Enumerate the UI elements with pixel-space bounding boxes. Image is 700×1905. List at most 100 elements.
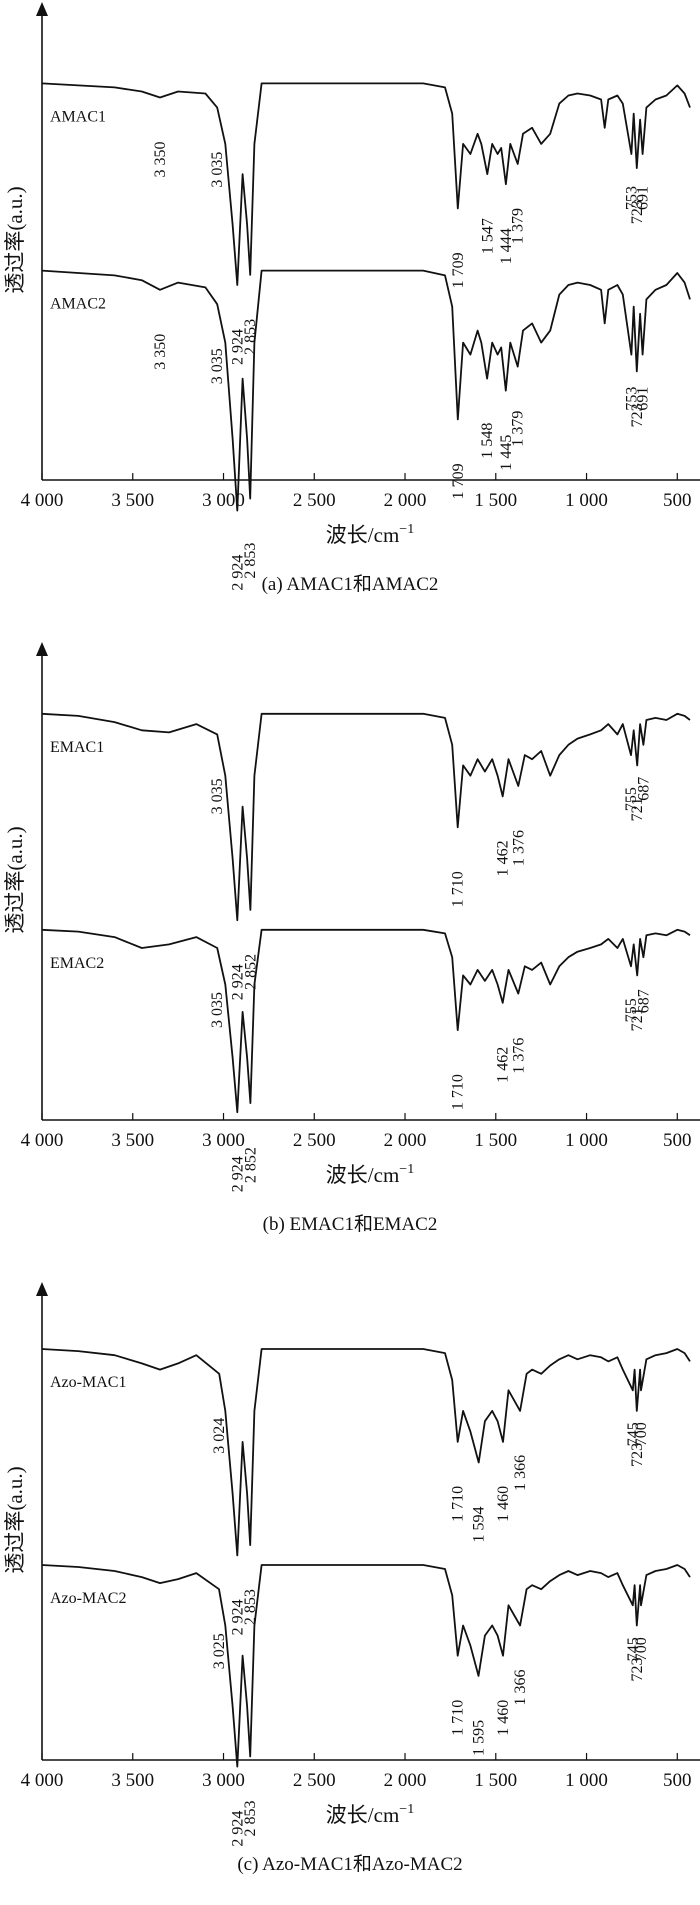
peak-label: 745 <box>625 1422 642 1446</box>
peak-label: 3 025 <box>211 1633 228 1669</box>
peak-label: 1 710 <box>450 1700 467 1736</box>
x-axis-label: 波长/cm−1 <box>326 1162 414 1187</box>
peak-label: 723 <box>629 1443 646 1467</box>
peak-label: 2 924 <box>229 329 246 365</box>
x-tick-label: 4 000 <box>21 1770 64 1791</box>
peak-label: 1 460 <box>495 1486 512 1522</box>
x-axis-label: 波长/cm−1 <box>326 1802 414 1827</box>
series-label: EMAC2 <box>50 955 104 972</box>
peak-label: 753 <box>623 186 640 210</box>
peak-label: 1 462 <box>495 1047 512 1083</box>
peak-label: 723 <box>629 1658 646 1682</box>
x-tick-label: 3 500 <box>111 1130 154 1151</box>
peak-label: 2 924 <box>229 964 246 1000</box>
peak-label: 3 035 <box>209 348 226 384</box>
peak-label: 2 924 <box>229 1599 246 1635</box>
chart-panel-2: 4 000 3 500 3 000 2 500 2 000 1 500 1 000 500 波长… <box>3 642 700 1235</box>
peak-label: 1 594 <box>471 1507 488 1543</box>
peak-label: 745 <box>625 1637 642 1661</box>
series-line-azo-mac1 <box>41 1348 691 1557</box>
peak-label: 700 <box>633 1422 650 1446</box>
peak-label: 723 <box>629 200 646 224</box>
y-axis-label: 透过率(a.u.) <box>3 1466 27 1573</box>
peak-label: 2 924 <box>229 1156 246 1192</box>
x-tick-label: 3 000 <box>202 1130 245 1151</box>
chart-caption: (c) Azo-MAC1和Azo-MAC2 <box>237 1853 462 1875</box>
peak-label: 3 350 <box>152 142 169 178</box>
x-tick-label: 1 500 <box>474 1130 517 1151</box>
series-line-amac1 <box>41 82 691 286</box>
peak-label: 1 460 <box>495 1700 512 1736</box>
peak-label: 1 709 <box>450 463 467 499</box>
peak-label: 1 379 <box>510 208 527 244</box>
peak-label: 1 444 <box>498 228 515 264</box>
y-axis-arrow <box>36 642 48 656</box>
x-tick-label: 2 000 <box>384 1770 427 1791</box>
peak-label: 755 <box>623 998 640 1022</box>
peak-label: 1 366 <box>512 1670 529 1706</box>
y-axis-arrow <box>36 2 48 16</box>
chart-panel-1: 4 000 3 500 3 000 2 500 2 000 1 500 1 000 500 波长… <box>3 2 700 595</box>
x-tick-label: 2 500 <box>293 1130 336 1151</box>
x-tick-label: 4 000 <box>21 1130 64 1151</box>
x-tick-label: 2 000 <box>384 1130 427 1151</box>
series-label: EMAC1 <box>50 739 104 756</box>
series-label: AMAC1 <box>50 108 106 125</box>
peak-label: 2 853 <box>242 1801 259 1837</box>
chart-panel-3: 4 000 3 500 3 000 2 500 2 000 1 500 1 000 500 波长… <box>3 1282 700 1875</box>
chart-caption: (b) EMAC1和EMAC2 <box>263 1213 438 1235</box>
peak-label: 1 710 <box>450 871 467 907</box>
x-tick-label: 2 500 <box>293 1770 336 1791</box>
series-label: Azo-MAC1 <box>50 1374 126 1391</box>
x-tick-label: 1 000 <box>565 490 608 511</box>
peak-label: 1 376 <box>510 1038 527 1074</box>
peak-label: 2 924 <box>229 1811 246 1847</box>
peak-label: 753 <box>623 387 640 411</box>
peak-label: 2 853 <box>242 543 259 579</box>
series-line-amac2 <box>41 269 691 512</box>
peak-label: 1 379 <box>510 411 527 447</box>
peak-label: 3 035 <box>209 152 226 188</box>
peak-label: 2 852 <box>242 1147 259 1183</box>
x-tick-label: 1 500 <box>474 490 517 511</box>
y-axis-label: 透过率(a.u.) <box>3 826 27 933</box>
peak-label: 3 035 <box>209 778 226 814</box>
peak-label: 3 035 <box>209 992 226 1028</box>
peak-label: 1 445 <box>498 435 515 471</box>
peak-label: 1 709 <box>450 252 467 288</box>
peak-label: 687 <box>635 777 652 801</box>
x-tick-label: 1 000 <box>565 1130 608 1151</box>
x-axis-label: 波长/cm−1 <box>326 522 414 547</box>
peak-label: 700 <box>633 1637 650 1661</box>
series-label: AMAC2 <box>50 296 106 313</box>
peak-label: 721 <box>629 1007 646 1031</box>
x-tick-label: 1 000 <box>565 1770 608 1791</box>
y-axis-arrow <box>36 1282 48 1296</box>
peak-label: 1 595 <box>471 1720 488 1756</box>
peak-label: 691 <box>635 387 652 411</box>
series-label: Azo-MAC2 <box>50 1590 126 1607</box>
series-line-emac1 <box>41 712 691 922</box>
x-tick-label: 500 <box>663 490 692 511</box>
peak-label: 755 <box>623 787 640 811</box>
peak-label: 1 547 <box>479 218 496 254</box>
peak-label: 1 376 <box>510 830 527 866</box>
x-tick-label: 3 500 <box>111 490 154 511</box>
x-tick-label: 1 500 <box>474 1770 517 1791</box>
chart-caption: (a) AMAC1和AMAC2 <box>262 573 439 595</box>
x-tick-label: 3 000 <box>202 1770 245 1791</box>
peak-label: 723 <box>629 403 646 427</box>
peak-label: 691 <box>635 186 652 210</box>
peak-label: 721 <box>629 797 646 821</box>
x-tick-label: 500 <box>663 1130 692 1151</box>
x-tick-label: 2 000 <box>384 490 427 511</box>
x-tick-label: 500 <box>663 1770 692 1791</box>
x-tick-label: 2 500 <box>293 490 336 511</box>
peak-label: 2 924 <box>229 555 246 591</box>
peak-label: 1 710 <box>450 1074 467 1110</box>
x-tick-label: 4 000 <box>21 490 64 511</box>
series-line-azo-mac2 <box>41 1564 691 1768</box>
peak-label: 1 548 <box>479 423 496 459</box>
peak-label: 3 024 <box>211 1418 228 1454</box>
